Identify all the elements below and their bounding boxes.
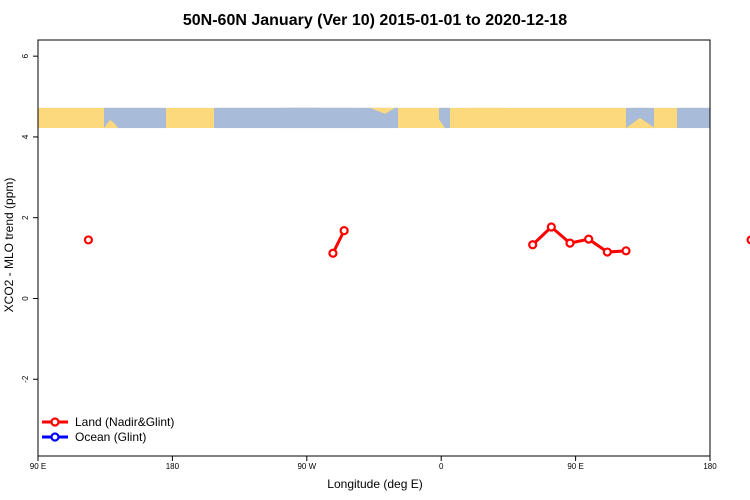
data-point bbox=[328, 248, 338, 258]
series-line bbox=[531, 224, 627, 254]
data-point bbox=[621, 246, 631, 256]
x-tick-label: 90 E bbox=[567, 462, 583, 471]
data-point bbox=[602, 247, 612, 257]
legend-label: Ocean (Glint) bbox=[75, 430, 146, 444]
y-tick-label: 6 bbox=[21, 53, 30, 58]
y-axis: -2 0 2 4 6 bbox=[21, 53, 38, 383]
plot-frame bbox=[37, 39, 711, 457]
y-tick-label: 0 bbox=[21, 296, 30, 301]
legend-label: Land (Nadir&Glint) bbox=[75, 415, 174, 429]
x-axis: 90 E 180 90 W 0 90 E 180 bbox=[30, 456, 717, 471]
legend-swatch-marker bbox=[50, 417, 60, 427]
x-tick-label: 180 bbox=[703, 462, 717, 471]
x-tick-label: 90 W bbox=[297, 462, 316, 471]
y-tick-label: -2 bbox=[21, 375, 30, 383]
y-tick-label: 4 bbox=[21, 134, 30, 139]
chart-title: 50N-60N January (Ver 10) 2015-01-01 to 2… bbox=[183, 12, 567, 29]
data-point bbox=[546, 222, 556, 232]
y-tick-label: 2 bbox=[21, 215, 30, 220]
data-point bbox=[565, 238, 575, 248]
world-map-strip bbox=[38, 107, 710, 129]
data-point bbox=[746, 235, 750, 245]
data-point bbox=[83, 235, 94, 245]
x-tick-label: 0 bbox=[439, 462, 444, 471]
legend-swatch-marker bbox=[50, 432, 60, 442]
x-tick-label: 90 E bbox=[30, 462, 46, 471]
x-tick-label: 180 bbox=[166, 462, 180, 471]
series-layer bbox=[83, 222, 750, 258]
series-0 bbox=[83, 222, 750, 258]
y-axis-label: XCO2 - MLO trend (ppm) bbox=[2, 178, 16, 313]
legend: Land (Nadir&Glint)Ocean (Glint) bbox=[42, 415, 174, 444]
x-axis-label: Longitude (deg E) bbox=[327, 477, 422, 491]
data-point bbox=[584, 234, 594, 244]
data-point bbox=[528, 240, 538, 250]
data-point bbox=[339, 226, 349, 236]
